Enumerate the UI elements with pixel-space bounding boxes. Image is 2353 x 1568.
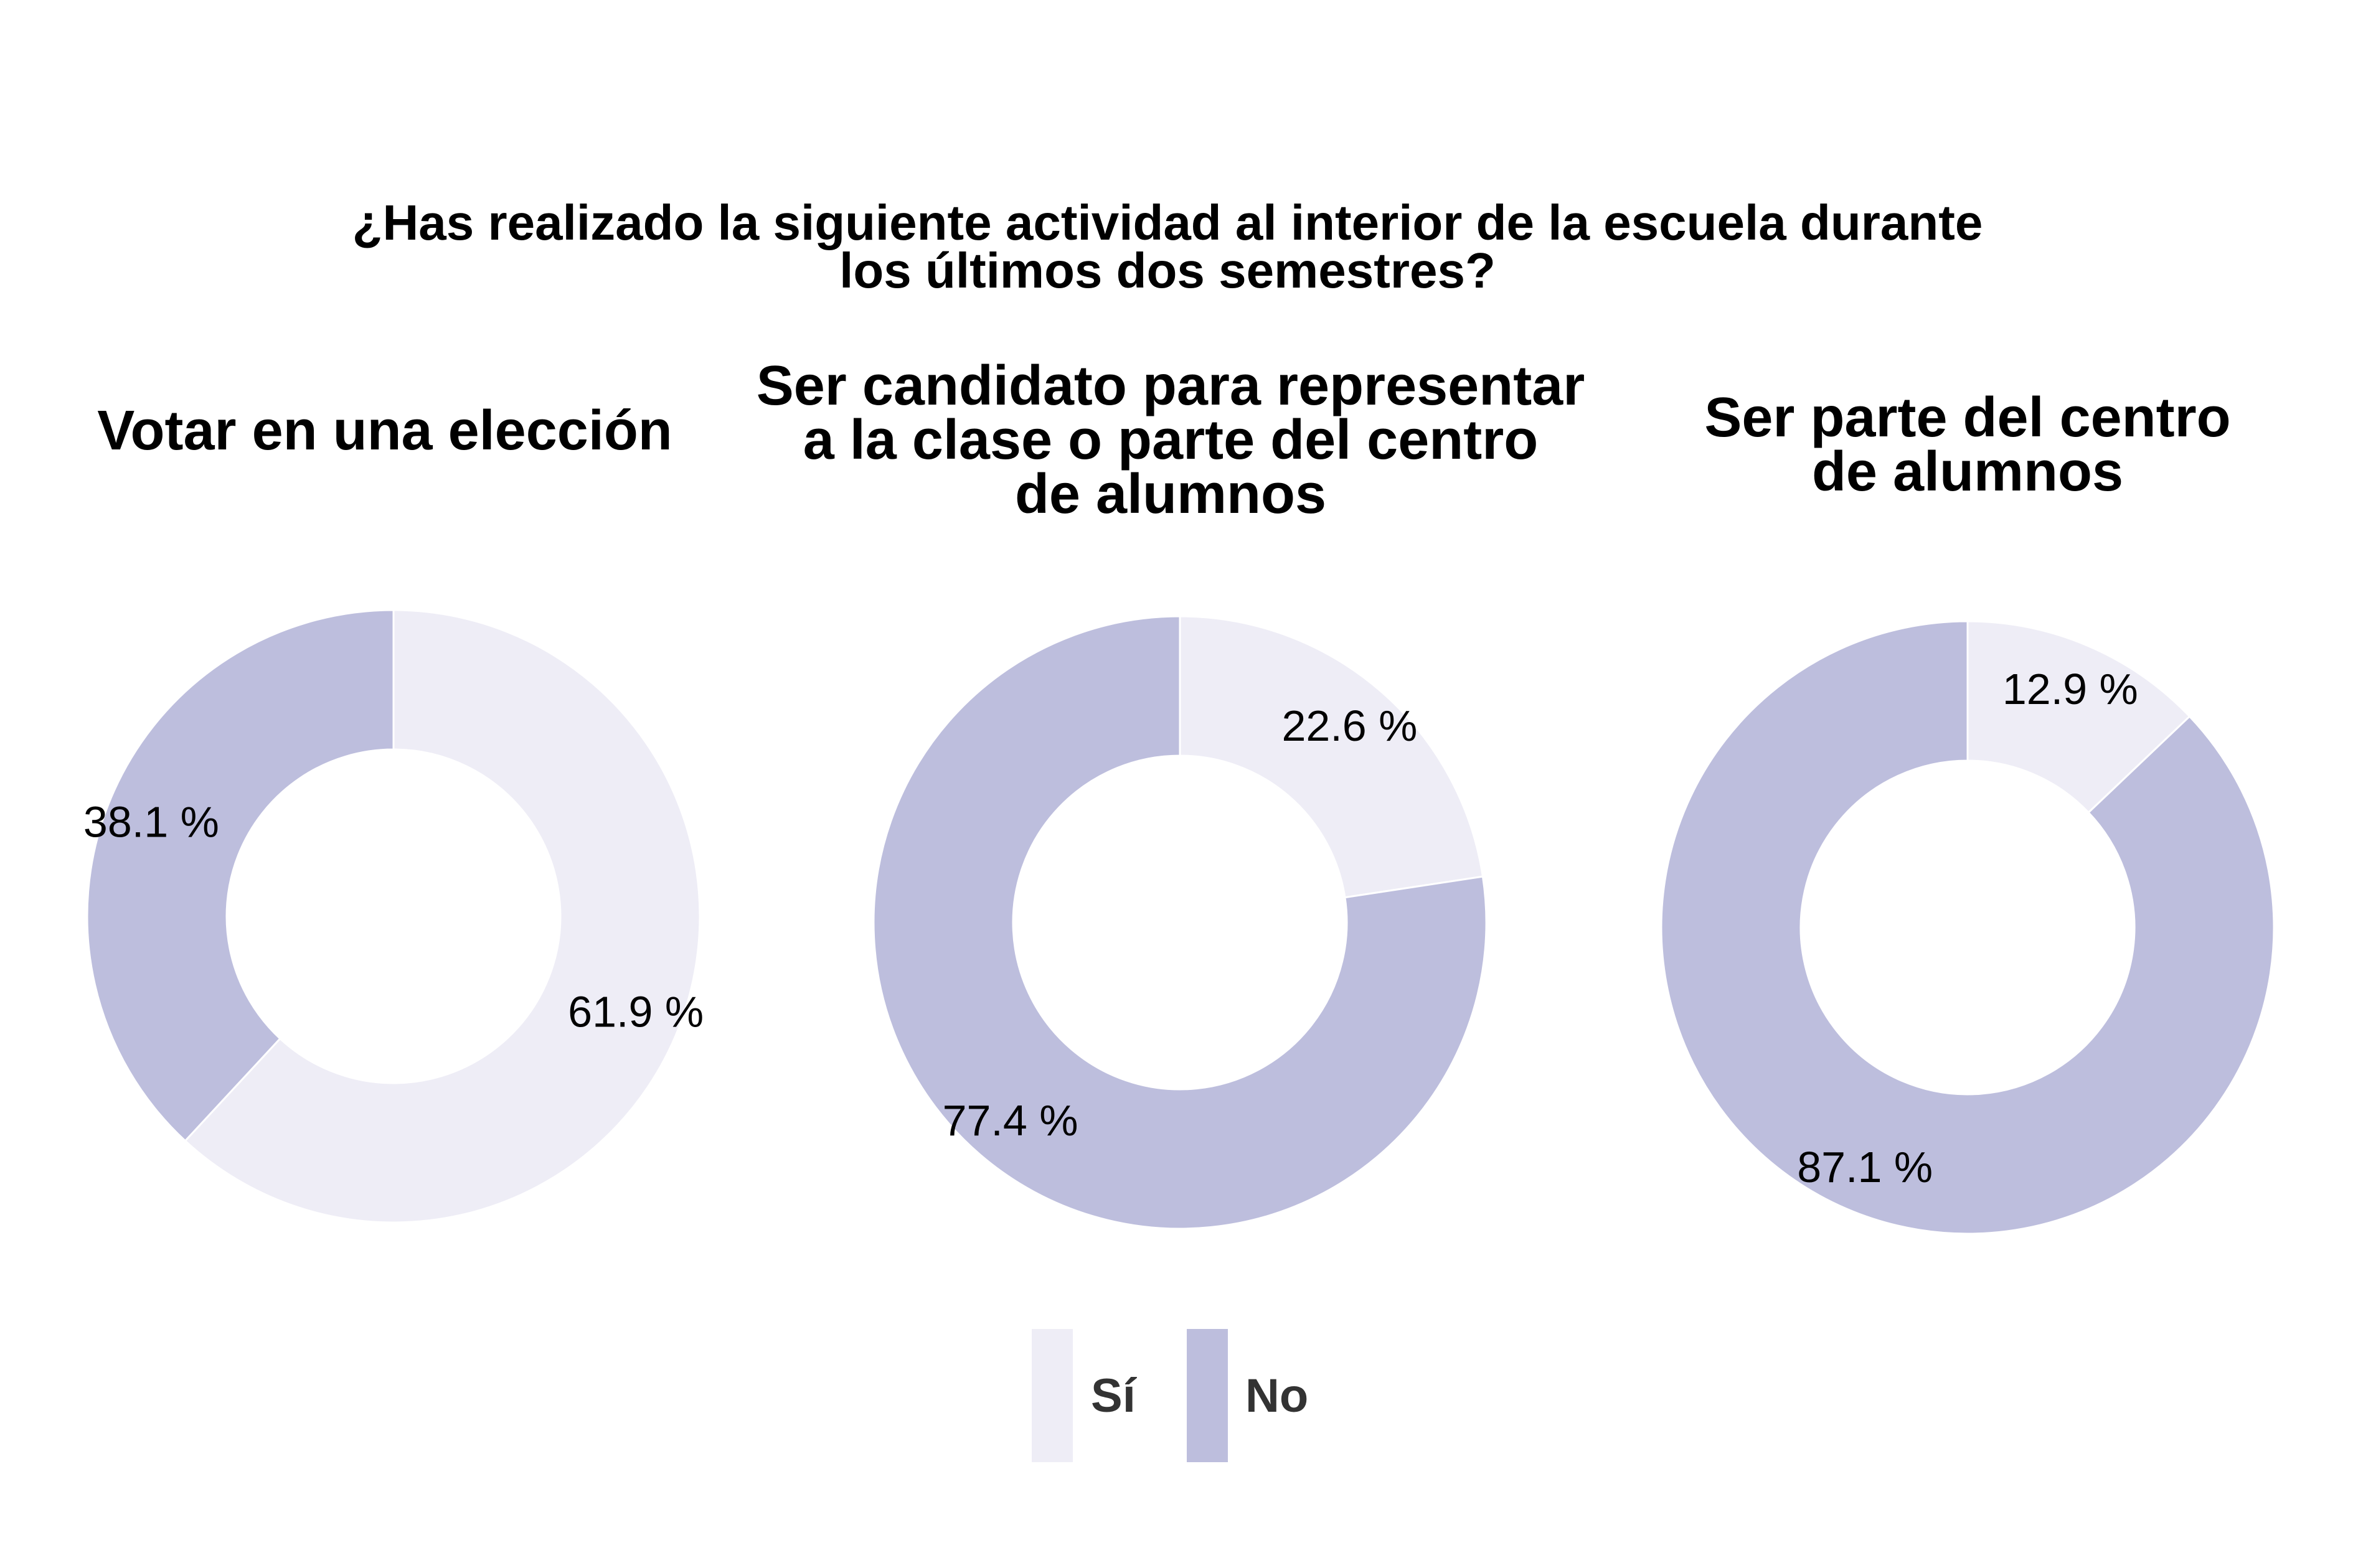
legend-swatch-si	[1032, 1329, 1073, 1462]
donut-panel: Votar en una elección 61.9 % 38.1 %	[83, 400, 704, 1224]
legend-label-si: Sí	[1091, 1369, 1138, 1422]
panel-title-line: Ser candidato para representar	[757, 355, 1585, 417]
chart-title-line: ¿Has realizado la siguiente actividad al…	[352, 195, 1983, 250]
panel-title-line: de alumnos	[1812, 441, 2123, 503]
legend: Sí No	[1032, 1329, 1308, 1462]
panel-title-line: a la clase o parte del centro	[803, 409, 1539, 471]
slice-value-label: 38.1 %	[83, 797, 219, 846]
panel-title-line: Votar en una elección	[97, 400, 672, 462]
donut-slice-si	[1966, 620, 2191, 814]
slice-value-label: 87.1 %	[1797, 1143, 1933, 1191]
donut-slice-no	[86, 609, 395, 1142]
chart-title-line: los últimos dos semestres?	[839, 243, 1496, 298]
slice-value-label: 61.9 %	[568, 988, 704, 1036]
slice-value-label: 12.9 %	[2002, 665, 2138, 713]
slice-value-label: 77.4 %	[943, 1096, 1078, 1145]
chart-title: ¿Has realizado la siguiente actividad al…	[352, 195, 1983, 298]
donut-slice-si	[184, 609, 701, 1224]
donut-panels: Votar en una elección 61.9 % 38.1 % Ser can…	[83, 355, 2275, 1235]
panel-title-line: de alumnos	[1015, 463, 1326, 525]
donut-slice-no	[872, 615, 1488, 1230]
legend-label-no: No	[1245, 1369, 1308, 1422]
donut-slice-no	[1660, 620, 2275, 1235]
slice-value-label: 22.6 %	[1281, 702, 1417, 750]
panel-title-line: Ser parte del centro	[1704, 387, 2230, 449]
donut-slice-si	[1179, 615, 1484, 899]
legend-swatch-no	[1187, 1329, 1228, 1462]
